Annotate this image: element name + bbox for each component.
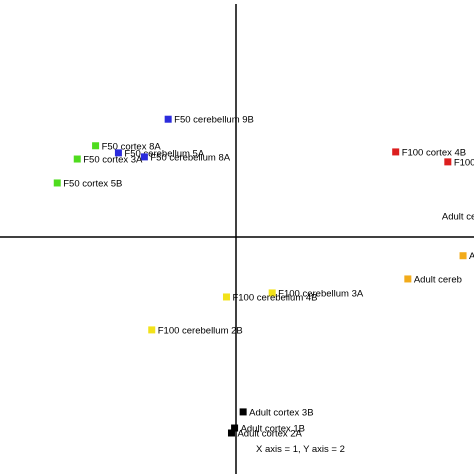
point-label-f100-cortex-4b: F100 cortex 4B — [402, 147, 466, 158]
point-marker-f100-cortex-4b — [392, 148, 400, 156]
point-marker-f50-cerebellum-5a — [114, 149, 122, 157]
point-label-f50-cerebellum-9b: F50 cerebellum 9B — [174, 115, 254, 126]
point-label-f50-cerebellum-5a: F50 cerebellum 5A — [124, 148, 204, 159]
point-marker-f100-cerebellum-4b — [222, 293, 230, 301]
point-label-f100-cerebellum-4b: F100 cerebellum 4B — [232, 292, 317, 303]
point-marker-f100-cerebellum-3a — [268, 289, 276, 297]
point-label-f100-cerebellum-2b: F100 cerebellum 2B — [158, 325, 243, 336]
point-label-f50-cortex-8a: F50 cortex 8A — [102, 141, 162, 152]
point-label-a: A — [469, 251, 474, 262]
point-marker-f50-cortex-3a — [73, 155, 81, 163]
point-label-f50-cerebellum-8a: F50 cerebellum 8A — [150, 152, 230, 163]
point-label-adult-cortex-3b: Adult cortex 3B — [249, 407, 313, 418]
point-marker-a — [459, 252, 467, 260]
point-marker-f50-cortex-8a — [92, 142, 100, 150]
point-label-adult-cere: Adult cere — [442, 211, 474, 222]
point-marker-adult-cortex-1b — [231, 424, 239, 432]
axis-caption: X axis = 1, Y axis = 2 — [256, 444, 345, 455]
point-marker-f50-cortex-5b — [53, 179, 61, 187]
point-marker-adult-cereb — [404, 275, 412, 283]
point-label-f50-cortex-5b: F50 cortex 5B — [63, 178, 122, 189]
point-label-f100-cerebellum-3a: F100 cerebellum 3A — [278, 288, 364, 299]
point-marker-f50-cerebellum-9b — [164, 115, 172, 123]
point-marker-adult-cortex-3b — [239, 408, 247, 416]
point-label-f50-cortex-3a: F50 cortex 3A — [83, 155, 143, 166]
point-label-adult-cereb: Adult cereb — [414, 274, 462, 285]
point-label-f100: F100 — [454, 157, 474, 168]
point-label-adult-cortex-2a: Adult cortex 2A — [237, 428, 302, 439]
point-marker-adult-cortex-2a — [227, 429, 235, 437]
point-label-adult-cortex-1b: Adult cortex 1B — [241, 424, 305, 435]
point-marker-f100-cerebellum-2b — [148, 326, 156, 334]
point-marker-f50-cerebellum-8a — [140, 153, 148, 161]
point-marker-f100 — [444, 158, 452, 166]
